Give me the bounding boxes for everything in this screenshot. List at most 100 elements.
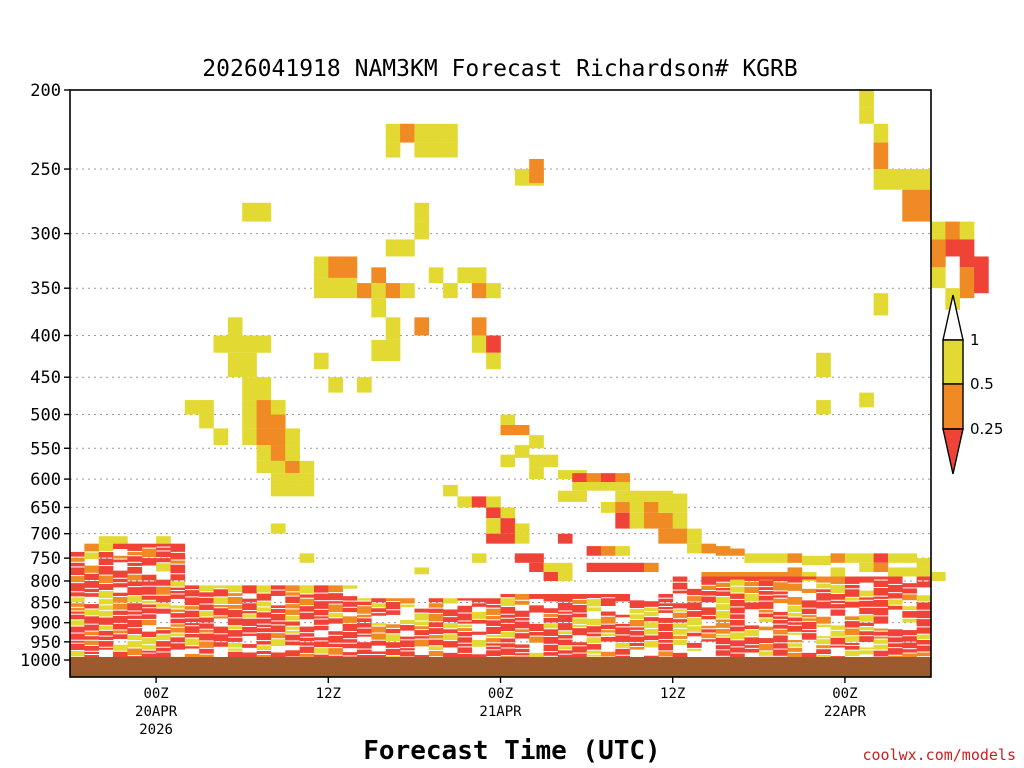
cell-197 <box>744 572 760 581</box>
band-49-833 <box>773 595 788 598</box>
band-0-872 <box>70 611 85 614</box>
band-51-818 <box>801 588 817 594</box>
cell-127 <box>600 501 616 513</box>
band-25-899 <box>428 622 444 628</box>
band-20-889 <box>357 618 372 623</box>
band-15-836 <box>285 596 300 604</box>
band-41-830 <box>658 594 673 598</box>
band-9-928 <box>199 633 214 641</box>
cell-0 <box>859 90 874 108</box>
band-31-969 <box>514 648 530 653</box>
cell-73 <box>227 352 243 378</box>
band-16-939 <box>299 637 315 642</box>
cell-149 <box>500 507 516 519</box>
band-4-968 <box>127 648 143 656</box>
band-15-897 <box>285 621 300 626</box>
band-8-983 <box>184 653 200 658</box>
cell-84 <box>256 414 272 429</box>
band-34-851 <box>557 602 573 611</box>
band-8-859 <box>184 606 200 610</box>
cell-202 <box>830 567 846 579</box>
band-11-810 <box>227 585 243 593</box>
cell-43 <box>328 277 343 299</box>
band-2-871 <box>98 611 114 617</box>
surface-band <box>70 657 931 677</box>
cell-37 <box>400 239 415 257</box>
band-48-877 <box>758 613 774 618</box>
cell-141 <box>658 528 673 544</box>
cell-192 <box>902 553 917 563</box>
band-1-923 <box>84 631 99 636</box>
band-21-840 <box>371 598 386 603</box>
band-3-777 <box>113 570 128 578</box>
band-20-971 <box>357 649 372 655</box>
cell-95 <box>270 460 286 474</box>
band-43-909 <box>687 626 702 632</box>
band-12-841 <box>242 598 257 603</box>
band-33-830 <box>543 594 559 602</box>
band-31-830 <box>514 594 530 600</box>
band-13-905 <box>256 624 272 628</box>
band-5-864 <box>141 608 157 614</box>
band-1-766 <box>84 565 99 573</box>
cell-20 <box>873 293 889 316</box>
band-7-857 <box>170 605 186 609</box>
band-49-933 <box>773 635 788 643</box>
cell-48 <box>385 283 401 299</box>
band-29-932 <box>486 635 501 638</box>
band-36-842 <box>586 599 602 607</box>
band-7-815 <box>170 587 186 591</box>
band-1-784 <box>84 573 99 580</box>
cell-102 <box>285 484 300 497</box>
band-48-799 <box>758 580 774 587</box>
band-22-869 <box>385 610 401 615</box>
band-5-813 <box>141 586 157 595</box>
cell-203 <box>859 562 874 573</box>
band-54-839 <box>844 597 860 601</box>
band-24-919 <box>414 630 430 636</box>
cell-63 <box>486 335 501 353</box>
cell-45 <box>371 267 386 284</box>
band-48-823 <box>758 591 774 595</box>
band-42-945 <box>672 639 688 645</box>
y-tick-label-350: 350 <box>30 279 61 299</box>
band-19-848 <box>342 601 358 607</box>
band-14-866 <box>270 609 286 613</box>
cell-186 <box>816 555 831 566</box>
colorbar-label-0.5: 0.5 <box>970 375 994 393</box>
band-8-929 <box>184 633 200 638</box>
band-56-836 <box>873 596 889 599</box>
band-7-831 <box>170 594 186 599</box>
band-45-804 <box>715 582 731 587</box>
cell-11 <box>945 221 960 240</box>
band-57-790 <box>887 576 903 584</box>
band-56-884 <box>873 616 889 624</box>
cell-170 <box>414 567 430 575</box>
band-46-862 <box>730 607 745 614</box>
cell-164 <box>543 562 559 573</box>
band-5-750 <box>141 558 157 566</box>
band-58-952 <box>902 642 917 649</box>
cell-140 <box>672 493 688 502</box>
band-45-973 <box>715 650 731 656</box>
cell-24 <box>428 123 444 143</box>
band-3-853 <box>113 603 128 610</box>
band-45-871 <box>715 611 731 619</box>
band-0-947 <box>70 640 85 643</box>
band-12-928 <box>242 633 257 636</box>
band-59-960 <box>916 645 932 652</box>
cell-34 <box>256 202 272 222</box>
band-59-931 <box>916 634 932 639</box>
band-21-910 <box>371 626 386 633</box>
band-0-863 <box>70 607 85 611</box>
cell-99 <box>285 473 300 485</box>
band-47-830 <box>744 594 760 602</box>
band-57-938 <box>887 637 903 643</box>
band-50-926 <box>787 632 803 635</box>
band-9-839 <box>199 597 214 604</box>
cell-146 <box>471 496 487 508</box>
band-7-890 <box>170 618 186 624</box>
band-5-730 <box>141 548 157 558</box>
band-5-786 <box>141 574 157 581</box>
band-38-953 <box>615 642 630 648</box>
